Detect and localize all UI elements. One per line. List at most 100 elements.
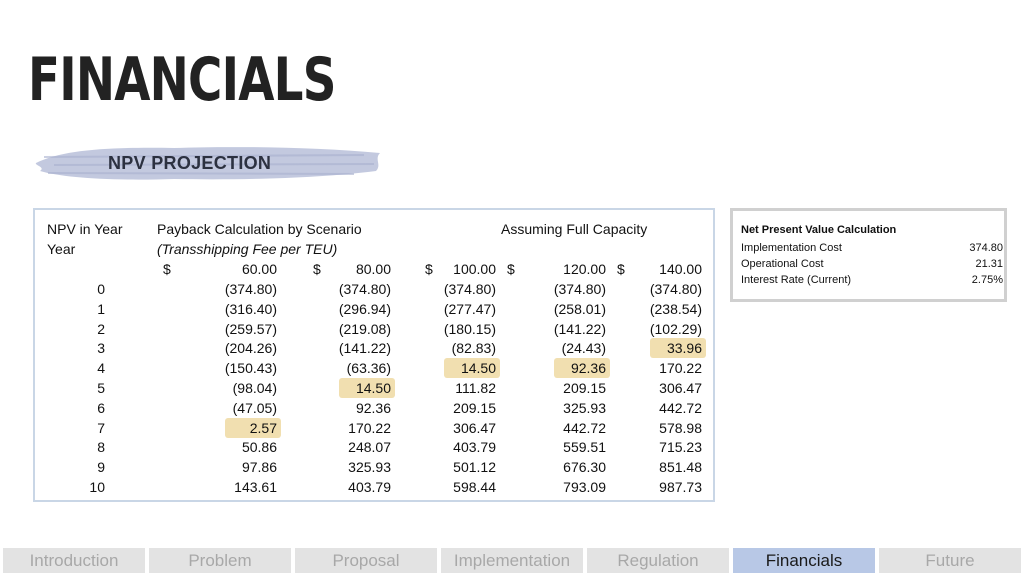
year-cell: 4 <box>97 360 105 377</box>
highlight-mark <box>650 338 706 359</box>
npv-cell: 97.86 <box>241 459 277 476</box>
fee-header-4: 140.00 <box>659 261 702 277</box>
npv-label: Operational Cost <box>741 258 824 270</box>
npv-cell: 676.30 <box>563 459 606 476</box>
npv-cell: 248.07 <box>348 439 391 456</box>
npv-cell: (180.15) <box>443 320 496 337</box>
npv-value: 21.31 <box>975 258 1003 270</box>
fee-header-2: 100.00 <box>453 261 496 277</box>
npv-label: Interest Rate (Current) <box>741 274 852 286</box>
npv-cell: 209.15 <box>453 399 496 416</box>
npv-cell: (258.01) <box>553 300 606 317</box>
currency-symbol: $ <box>425 261 433 277</box>
npv-cell: 111.82 <box>455 380 496 396</box>
nav-tab-problem[interactable]: Problem <box>149 548 291 573</box>
highlight-mark <box>444 358 500 379</box>
npv-cell: (316.40) <box>224 300 277 317</box>
npv-row: Operational Cost 21.31 <box>741 257 1003 271</box>
npv-calc-title: Net Present Value Calculation <box>741 224 897 236</box>
fee-header-0: 60.00 <box>241 261 277 277</box>
npv-row: Interest Rate (Current) 2.75% <box>741 273 1003 287</box>
nav-tab-regulation[interactable]: Regulation <box>587 548 729 573</box>
npv-cell: 92.36 <box>570 360 606 377</box>
npv-cell: 598.44 <box>453 479 496 495</box>
nav-tab-proposal[interactable]: Proposal <box>295 548 437 573</box>
npv-cell: (374.80) <box>443 281 496 297</box>
npv-cell: 442.72 <box>659 399 702 416</box>
npv-cell: (238.54) <box>649 300 702 317</box>
year-cell: 8 <box>97 439 105 456</box>
npv-cell: 92.36 <box>355 399 391 416</box>
npv-cell: 14.50 <box>355 380 391 396</box>
npv-cell: (259.57) <box>224 320 277 337</box>
header-full-capacity: Assuming Full Capacity <box>501 221 648 237</box>
npv-cell: (150.43) <box>224 360 277 377</box>
npv-cell: 851.48 <box>659 459 702 476</box>
year-cell: 7 <box>97 419 105 436</box>
npv-cell: 209.15 <box>563 380 606 396</box>
npv-cell: (141.22) <box>553 320 606 337</box>
npv-cell: 325.93 <box>348 459 391 476</box>
npv-cell: (374.80) <box>553 281 606 297</box>
header-payback: Payback Calculation by Scenario <box>157 221 362 237</box>
npv-cell: 403.79 <box>348 479 391 495</box>
npv-cell: 2.57 <box>249 419 277 436</box>
npv-calculation-box: Net Present Value Calculation Implementa… <box>730 208 1007 302</box>
npv-cell: 306.47 <box>659 380 702 396</box>
nav-tab-implementation[interactable]: Implementation <box>441 548 583 573</box>
npv-cell: 559.51 <box>563 439 606 456</box>
npv-label: Implementation Cost <box>741 242 842 254</box>
npv-cell: (277.47) <box>443 300 496 317</box>
npv-cell: (219.08) <box>338 320 391 337</box>
npv-cell: (374.80) <box>338 281 391 297</box>
highlight-mark <box>554 358 610 379</box>
nav-tab-future[interactable]: Future <box>879 548 1021 573</box>
npv-cell: (82.83) <box>451 340 496 357</box>
year-cell: 1 <box>97 300 105 317</box>
brush-stroke-banner <box>35 147 380 180</box>
npv-cell: (204.26) <box>224 340 277 357</box>
currency-symbol: $ <box>507 261 515 277</box>
year-cell: 10 <box>89 479 105 495</box>
page-title: FINANCIALS <box>28 45 336 115</box>
npv-cell: 14.50 <box>460 360 496 377</box>
section-label: NPV PROJECTION <box>108 153 272 173</box>
npv-cell: (24.43) <box>561 340 606 357</box>
npv-cell: (374.80) <box>224 281 277 297</box>
npv-cell: (63.36) <box>346 360 391 377</box>
nav-tab-introduction[interactable]: Introduction <box>3 548 145 573</box>
npv-cell: 50.86 <box>241 439 277 456</box>
npv-cell: (296.94) <box>338 300 391 317</box>
currency-symbol: $ <box>313 261 321 277</box>
nav-tab-financials[interactable]: Financials <box>733 548 875 573</box>
currency-symbol: $ <box>617 261 625 277</box>
year-cell: 0 <box>97 281 105 297</box>
currency-symbol: $ <box>163 261 171 277</box>
npv-cell: 325.93 <box>563 399 606 416</box>
year-cell: 9 <box>97 459 105 476</box>
highlight-mark <box>225 417 281 438</box>
npv-cell: 306.47 <box>453 419 496 436</box>
npv-value: 2.75% <box>971 274 1003 286</box>
npv-cell: 170.22 <box>659 360 702 377</box>
npv-cell: 793.09 <box>563 479 606 495</box>
npv-cell: (98.04) <box>232 380 277 396</box>
npv-value: 374.80 <box>969 242 1003 254</box>
year-cell: 6 <box>97 399 105 416</box>
fee-header-1: 80.00 <box>355 261 391 277</box>
npv-cell: 578.98 <box>659 419 702 436</box>
npv-cell: 403.79 <box>453 439 496 456</box>
fee-header-3: 120.00 <box>563 261 606 277</box>
header-fee-note: (Transshipping Fee per TEU) <box>157 241 338 257</box>
npv-cell: (374.80) <box>649 281 702 297</box>
npv-cell: (141.22) <box>338 340 391 357</box>
year-cell: 5 <box>97 380 105 396</box>
npv-projection-table: NPV in Year Payback Calculation by Scena… <box>33 208 715 502</box>
npv-cell: 442.72 <box>563 419 606 436</box>
year-cell: 2 <box>97 320 105 337</box>
npv-cell: (47.05) <box>232 399 277 416</box>
npv-row: Implementation Cost 374.80 <box>741 241 1003 255</box>
npv-cell: 501.12 <box>453 459 496 476</box>
npv-cell: 715.23 <box>659 439 702 456</box>
highlight-mark <box>339 378 395 398</box>
